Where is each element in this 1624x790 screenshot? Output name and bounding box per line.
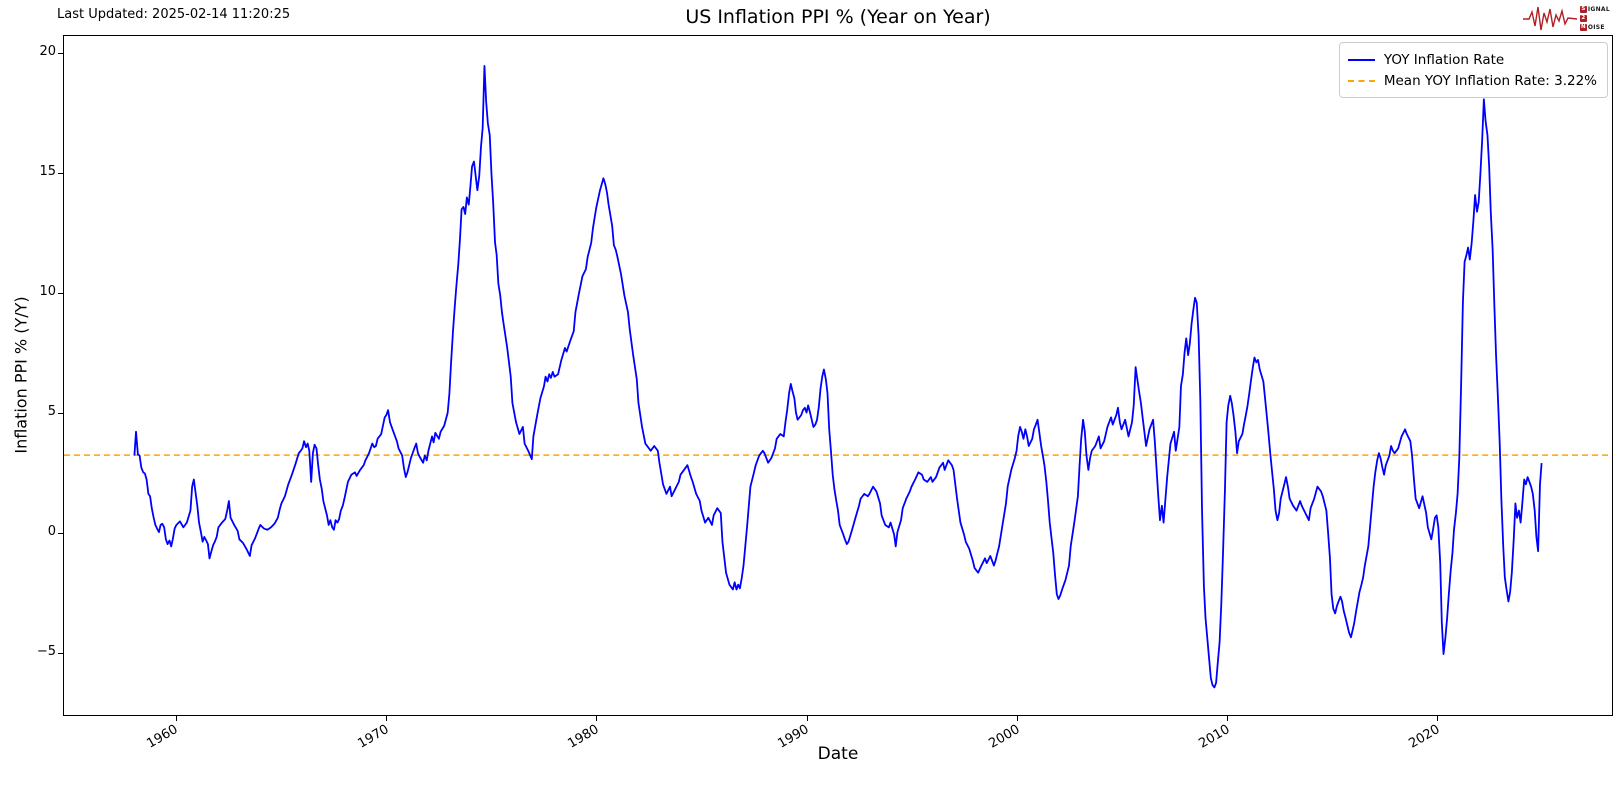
last-updated-text: Last Updated: 2025-02-14 11:20:25 [57, 7, 291, 22]
y-tick-label: −5 [36, 643, 56, 659]
yoy-line [133, 65, 1543, 689]
y-tick-mark [58, 532, 63, 534]
legend-item-yoy: YOY Inflation Rate [1347, 49, 1597, 70]
x-tick-mark [1437, 716, 1439, 721]
legend: YOY Inflation Rate Mean YOY Inflation Ra… [1338, 42, 1608, 98]
y-axis-label: Inflation PPI % (Y/Y) [11, 296, 31, 454]
x-tick-mark [1227, 716, 1229, 721]
x-tick-mark [806, 716, 808, 721]
legend-item-mean: Mean YOY Inflation Rate: 3.22% [1347, 70, 1597, 91]
y-tick-mark [58, 652, 63, 654]
chart-title: US Inflation PPI % (Year on Year) [685, 6, 991, 28]
x-tick-mark [596, 716, 598, 721]
x-tick-mark [1016, 716, 1018, 721]
y-tick-label: 10 [39, 283, 56, 299]
logo-text: S IGNAL 2 N OISE [1579, 5, 1610, 31]
waveform-icon [1522, 3, 1578, 33]
y-tick-mark [58, 412, 63, 414]
y-tick-label: 15 [39, 163, 56, 179]
x-axis-label: Date [817, 744, 859, 764]
logo-letter-s: S [1579, 5, 1587, 13]
legend-line-sample-solid [1347, 58, 1375, 61]
plot-area [63, 35, 1613, 716]
x-tick-mark [175, 716, 177, 721]
y-tick-mark [58, 172, 63, 174]
y-tick-label: 0 [47, 523, 56, 539]
y-tick-mark [58, 292, 63, 294]
y-tick-label: 20 [39, 44, 56, 59]
legend-line-sample-dashed [1347, 79, 1375, 82]
signal2noise-logo: S IGNAL 2 N OISE [1522, 3, 1610, 33]
y-tick-label: 5 [47, 403, 56, 419]
y-tick-mark [58, 53, 63, 54]
plot-canvas [64, 65, 1612, 689]
logo-letter-n: N [1579, 23, 1587, 31]
logo-letter-2: 2 [1579, 14, 1587, 22]
x-tick-mark [385, 716, 387, 721]
